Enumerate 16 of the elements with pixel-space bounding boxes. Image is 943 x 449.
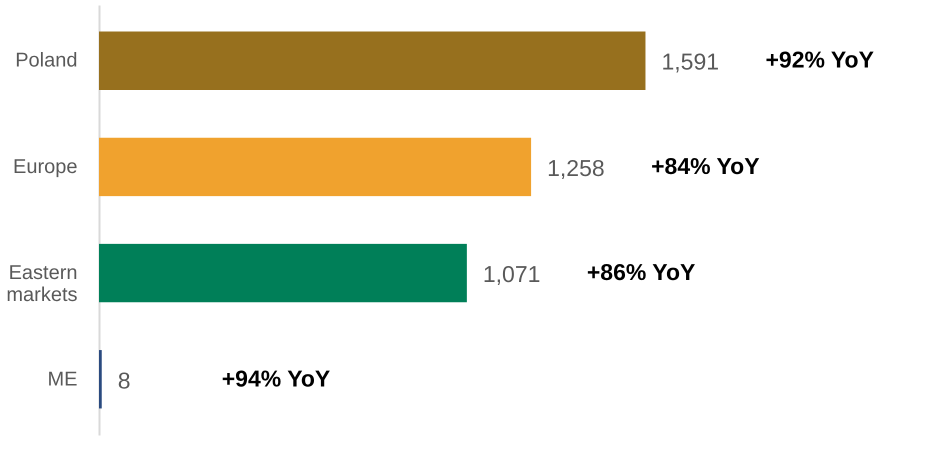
annotation: +94% YoY <box>222 365 330 392</box>
bar <box>99 32 646 90</box>
annotation: +92% YoY <box>765 46 874 73</box>
bar <box>99 350 102 408</box>
data-label: 1,071 <box>482 261 540 288</box>
bar <box>99 244 467 302</box>
data-label: 1,258 <box>547 154 605 181</box>
bar <box>99 138 532 196</box>
annotation: +84% YoY <box>651 152 760 179</box>
y-tick-label: Europe <box>13 156 78 178</box>
y-tick-label: Eastern markets <box>6 262 78 306</box>
annotation: +86% YoY <box>586 259 696 286</box>
data-label: 8 <box>118 367 131 394</box>
data-label: 1,591 <box>661 48 720 75</box>
y-tick-label: Poland <box>15 50 78 72</box>
y-tick-label: ME <box>48 368 78 390</box>
